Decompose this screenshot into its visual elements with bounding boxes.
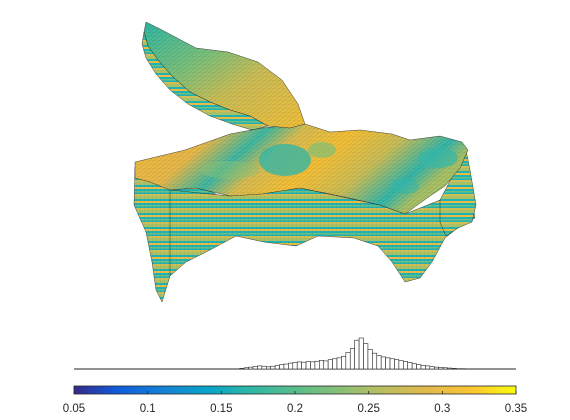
histogram-bar [336,357,342,370]
colorbar-tick-label: 0.35 [505,403,527,415]
colorbar-tick-labels: 0.05 0.1 0.15 0.2 0.25 0.3 0.35 [63,403,527,415]
histogram-bar [433,366,439,370]
histogram-bar [447,367,453,370]
histogram-bar [288,362,294,370]
histogram-bar [323,360,329,370]
histogram-bar [385,357,391,370]
histogram-bar [248,366,254,370]
histogram-bar [270,365,276,370]
histogram-bar [425,365,431,370]
histogram-bar [327,359,333,370]
histogram-bar [292,362,298,370]
histogram-bar [372,352,378,370]
histogram-bar [429,366,435,370]
histogram-bar [407,362,413,370]
histogram [74,337,516,370]
histogram-bar [239,368,245,370]
colorbar-tick-label: 0.1 [140,403,156,415]
histogram-bar [296,361,302,370]
reservoir-surface-plot [133,21,477,303]
histogram-bar [442,367,448,370]
histogram-bar [349,348,355,370]
histogram-bar [389,358,395,370]
histogram-bar [451,368,457,370]
histogram-bar [394,359,400,370]
histogram-bar [398,360,404,370]
histogram-bar [252,366,258,370]
histogram-bar [314,360,320,370]
histogram-bar [257,365,263,370]
colorbar-tick-label: 0.3 [434,403,450,415]
histogram-bar [265,366,271,370]
histogram-bar [402,361,409,370]
histogram-bar [332,358,338,370]
histogram-bar [358,337,364,370]
colorbar: 0.05 0.1 0.15 0.2 0.25 0.3 0.35 [63,385,527,415]
histogram-bar [341,355,347,370]
histogram-bar [319,360,325,370]
histogram-bar [261,365,267,370]
histogram-bar [438,367,444,370]
colorbar-tick-label: 0.2 [287,403,303,415]
colorbar-tick-label: 0.15 [210,403,232,415]
histogram-bar [345,352,351,370]
histogram-bar [420,364,426,370]
histogram-bar [283,363,289,370]
histogram-bar [305,361,311,370]
histogram-bar [380,356,386,370]
colorbar-ticks [73,391,517,394]
histogram-bar [243,367,249,370]
histogram-bar [279,364,285,370]
colorbar-tick-label: 0.25 [358,403,380,415]
histogram-bar [274,365,280,370]
histogram-bar [363,343,369,370]
histogram-bar [367,349,373,370]
histogram-bar [376,355,382,370]
reservoir-east-face [439,149,477,237]
histogram-bar [310,361,316,370]
histogram-bar [301,361,307,370]
histogram-bar [416,364,422,370]
colorbar-tick-label: 0.05 [63,403,85,415]
histogram-bar [354,339,360,370]
histogram-bar [411,363,417,370]
